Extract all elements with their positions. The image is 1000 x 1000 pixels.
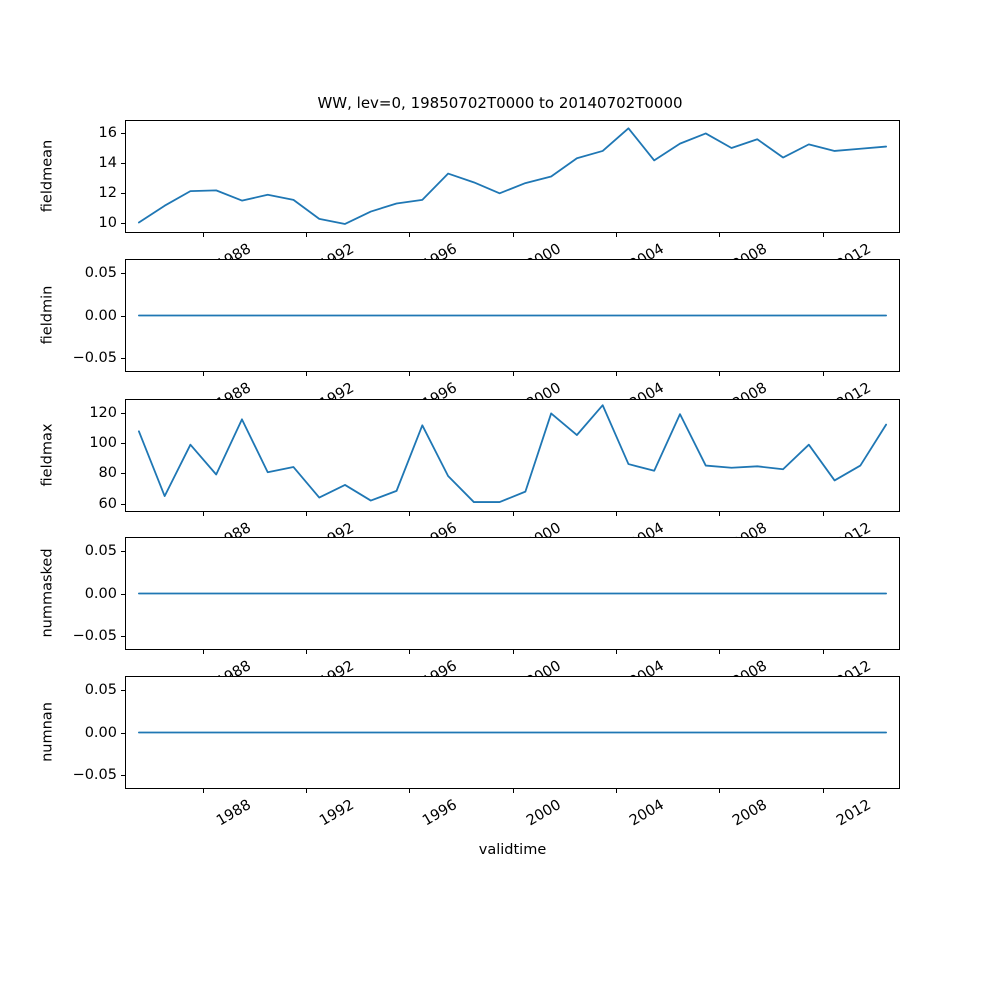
subplot-numnan (125, 676, 900, 789)
y-tick-label: 0.05 (84, 264, 117, 281)
y-axis-label-fieldmax: fieldmax (39, 423, 55, 486)
x-tick-mark (409, 650, 411, 654)
y-tick-label: 14 (98, 155, 117, 172)
x-tick-mark (615, 512, 617, 516)
y-axis-label-fieldmin: fieldmin (39, 285, 55, 344)
x-tick-mark (822, 512, 824, 516)
x-tick-mark (202, 233, 204, 237)
x-tick-mark (305, 789, 307, 793)
x-tick-mark (615, 372, 617, 376)
y-tick-label: −0.05 (72, 350, 117, 367)
x-tick-mark (305, 512, 307, 516)
y-tick-label: 60 (98, 495, 117, 512)
x-tick-label: 2000 (523, 797, 564, 830)
x-tick-mark (822, 372, 824, 376)
x-tick-mark (512, 512, 514, 516)
subplot-fieldmax (125, 399, 900, 512)
subplot-nummasked (125, 537, 900, 650)
y-tick-mark (121, 315, 125, 317)
y-tick-mark (121, 133, 125, 135)
y-tick-mark (121, 163, 125, 165)
x-tick-mark (409, 372, 411, 376)
y-axis-label-nummasked: nummasked (39, 547, 55, 638)
series-line-fieldmax (139, 405, 886, 502)
x-tick-mark (719, 650, 721, 654)
y-tick-label: 0.00 (84, 724, 117, 741)
x-tick-mark (409, 512, 411, 516)
x-tick-mark (202, 789, 204, 793)
y-tick-label: −0.05 (72, 767, 117, 784)
x-tick-mark (202, 650, 204, 654)
y-axis-label-fieldmean: fieldmean (39, 139, 55, 212)
y-tick-label: 120 (89, 404, 117, 421)
x-tick-mark (719, 789, 721, 793)
x-tick-mark (409, 233, 411, 237)
x-tick-mark (719, 512, 721, 516)
y-tick-label: 10 (98, 214, 117, 231)
y-tick-mark (121, 732, 125, 734)
y-tick-mark (121, 593, 125, 595)
x-tick-mark (512, 789, 514, 793)
y-tick-mark (121, 775, 125, 777)
subplot-fieldmin (125, 259, 900, 372)
x-tick-mark (512, 233, 514, 237)
subplot-fieldmean (125, 120, 900, 233)
x-tick-label: 2004 (626, 797, 667, 830)
x-tick-mark (822, 650, 824, 654)
y-tick-label: −0.05 (72, 628, 117, 645)
x-tick-mark (305, 650, 307, 654)
x-tick-mark (305, 233, 307, 237)
y-tick-label: 0.05 (84, 542, 117, 559)
y-tick-mark (121, 442, 125, 445)
x-tick-mark (615, 789, 617, 793)
x-tick-label: 1996 (420, 797, 461, 830)
x-tick-mark (719, 372, 721, 376)
y-tick-mark (121, 636, 125, 638)
y-tick-mark (121, 272, 125, 274)
x-tick-mark (202, 372, 204, 376)
x-tick-mark (202, 512, 204, 516)
y-tick-mark (121, 689, 125, 691)
y-tick-label: 16 (98, 125, 117, 142)
y-tick-mark (121, 473, 125, 475)
x-tick-mark (305, 372, 307, 376)
y-tick-mark (121, 503, 125, 505)
y-tick-label: 80 (98, 465, 117, 482)
x-tick-mark (512, 650, 514, 654)
x-tick-mark (615, 233, 617, 237)
x-tick-mark (822, 233, 824, 237)
y-tick-mark (121, 550, 125, 552)
x-tick-mark (512, 372, 514, 376)
figure-title: WW, lev=0, 19850702T0000 to 20140702T000… (317, 94, 683, 112)
x-tick-mark (822, 789, 824, 793)
y-tick-label: 12 (98, 184, 117, 201)
series-line-fieldmean (139, 128, 886, 224)
x-tick-mark (615, 650, 617, 654)
y-tick-label: 0.00 (84, 585, 117, 602)
y-tick-mark (121, 412, 125, 414)
x-tick-mark (409, 789, 411, 793)
x-tick-mark (719, 233, 721, 237)
y-tick-label: 0.05 (84, 681, 117, 698)
y-tick-mark (121, 192, 125, 194)
y-tick-label: 0.00 (84, 307, 117, 324)
y-tick-mark (121, 222, 125, 224)
x-tick-label: 1992 (316, 797, 357, 830)
y-axis-label-numnan: numnan (39, 701, 55, 762)
x-axis-label: validtime (478, 842, 547, 858)
x-tick-label: 2008 (730, 797, 771, 830)
y-tick-label: 100 (89, 434, 117, 451)
x-tick-label: 2012 (833, 797, 874, 830)
y-tick-mark (121, 358, 125, 360)
x-tick-label: 1988 (213, 797, 254, 830)
